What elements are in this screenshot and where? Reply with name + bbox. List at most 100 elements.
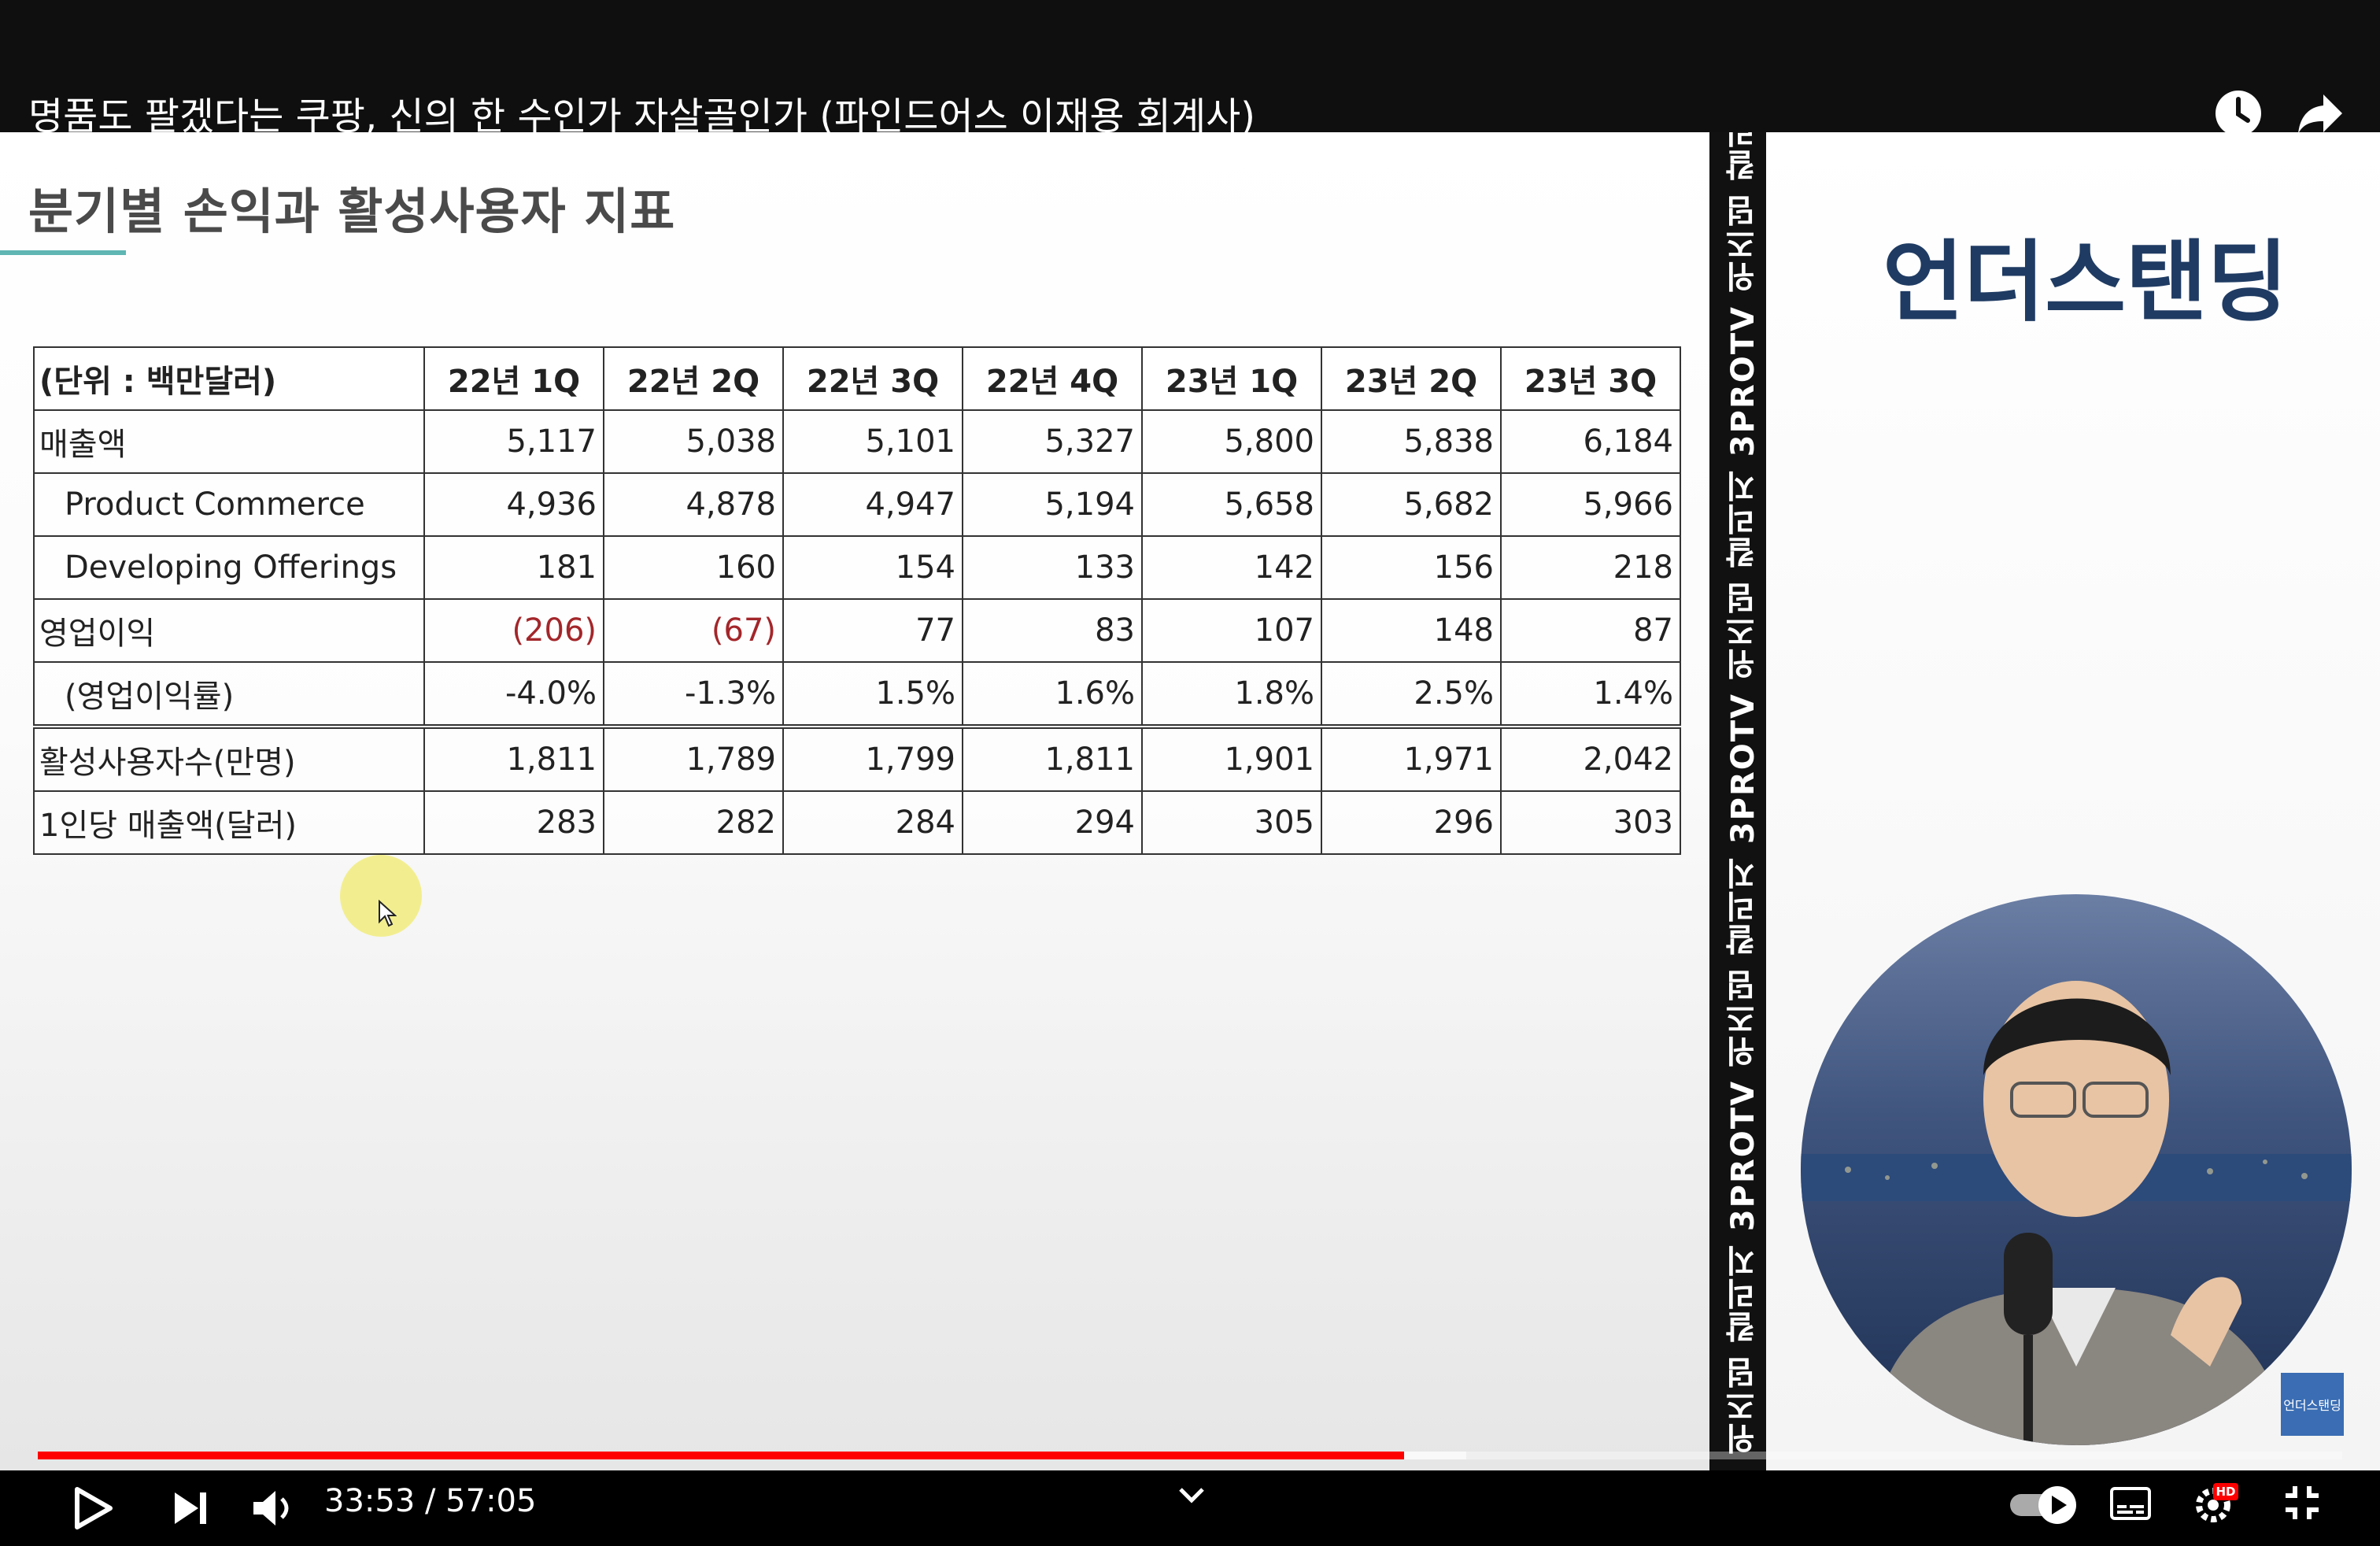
quality-badge: HD <box>2213 1483 2238 1500</box>
table-cell: -4.0% <box>423 661 604 727</box>
table-cell: 5,194 <box>962 472 1143 537</box>
table-cell: 160 <box>603 535 784 600</box>
player-controls <box>0 1470 2380 1546</box>
table-cell: 1.6% <box>962 661 1143 727</box>
captions-icon[interactable] <box>2109 1486 2152 1521</box>
table-cell-negative: (206) <box>423 598 604 663</box>
table-cell: 1,901 <box>1141 724 1322 792</box>
table-cell: 156 <box>1321 535 1502 600</box>
column-header: 22년 2Q <box>603 346 784 411</box>
table-cell: 133 <box>962 535 1143 600</box>
table-cell: 1,789 <box>603 724 784 792</box>
row-label: 활성사용자수(만명) <box>33 724 425 792</box>
table-cell: 154 <box>782 535 963 600</box>
table-cell: 5,038 <box>603 409 784 474</box>
side-watermark-strip: 위즈덤 칼리지 3PROTV 위즈덤 칼리지 3PROTV 위즈덤 칼리지 3P… <box>1709 132 1766 1470</box>
webcam-feed <box>1801 894 2352 1445</box>
table-row: 영업이익 (206) (67) 77 83 107 148 87 <box>33 598 1681 663</box>
video-title-bar: 명품도 팔겠다는 쿠팡, 신의 한 수인가 자살골인가 (파인드어스 이재용 회… <box>0 0 2380 139</box>
table-row: Product Commerce 4,936 4,878 4,947 5,194… <box>33 472 1681 537</box>
brand-logo: 언더스탠딩 <box>1883 231 2289 334</box>
row-label: (영업이익률) <box>33 661 425 727</box>
cursor-highlight <box>340 855 422 937</box>
column-header: 22년 3Q <box>782 346 963 411</box>
volume-icon[interactable] <box>250 1488 296 1529</box>
table-cell: 305 <box>1141 790 1322 855</box>
table-cell: -1.3% <box>603 661 784 727</box>
table-row: 1인당 매출액(달러) 283 282 284 294 305 296 303 <box>33 790 1681 855</box>
row-label: 1인당 매출액(달러) <box>33 790 425 855</box>
table-cell: 4,947 <box>782 472 963 537</box>
row-label: 영업이익 <box>33 598 425 663</box>
table-cell: 1,799 <box>782 724 963 792</box>
table-cell-negative: (67) <box>603 598 784 663</box>
table-cell: 83 <box>962 598 1143 663</box>
share-icon[interactable] <box>2295 88 2345 139</box>
time-display: 33:53 / 57:05 <box>324 1483 537 1519</box>
table-row: (영업이익률) -4.0% -1.3% 1.5% 1.6% 1.8% 2.5% … <box>33 661 1681 727</box>
table-cell: 6,184 <box>1500 409 1681 474</box>
exit-fullscreen-icon[interactable] <box>2282 1483 2322 1522</box>
table-cell: 1,971 <box>1321 724 1502 792</box>
table-cell: 5,101 <box>782 409 963 474</box>
unit-header: (단위 : 백만달러) <box>33 346 425 411</box>
presentation-slide: 분기별 손익과 활성사용자 지표 (단위 : 백만달러) 22년 1Q 22년 … <box>0 132 1709 1470</box>
table-cell: 218 <box>1500 535 1681 600</box>
next-icon[interactable] <box>172 1491 209 1526</box>
row-label: Product Commerce <box>33 472 425 537</box>
column-header: 23년 2Q <box>1321 346 1502 411</box>
brand-badge: 언더스탠딩 <box>2281 1373 2344 1436</box>
chevron-down-icon[interactable] <box>1177 1486 1206 1505</box>
table-cell: 284 <box>782 790 963 855</box>
table-cell: 1,811 <box>423 724 604 792</box>
table-cell: 2,042 <box>1500 724 1681 792</box>
presenter-image <box>1801 981 2352 1445</box>
table-cell: 148 <box>1321 598 1502 663</box>
progress-played <box>38 1452 1405 1459</box>
column-header: 23년 3Q <box>1500 346 1681 411</box>
table-cell: 283 <box>423 790 604 855</box>
table-cell: 303 <box>1500 790 1681 855</box>
table-cell: 77 <box>782 598 963 663</box>
autoplay-toggle[interactable] <box>2009 1483 2079 1527</box>
row-label: 매출액 <box>33 409 425 474</box>
table-cell: 1.4% <box>1500 661 1681 727</box>
table-cell: 5,327 <box>962 409 1143 474</box>
table-cell: 282 <box>603 790 784 855</box>
clock-icon[interactable] <box>2213 88 2264 139</box>
table-cell: 5,117 <box>423 409 604 474</box>
right-panel: 언더스탠딩 언더스탠딩 <box>1766 132 2380 1470</box>
table-cell: 296 <box>1321 790 1502 855</box>
financial-table: (단위 : 백만달러) 22년 1Q 22년 2Q 22년 3Q 22년 4Q … <box>33 346 1681 855</box>
column-header: 22년 4Q <box>962 346 1143 411</box>
table-header-row: (단위 : 백만달러) 22년 1Q 22년 2Q 22년 3Q 22년 4Q … <box>33 346 1681 411</box>
table-cell: 5,966 <box>1500 472 1681 537</box>
table-row: 매출액 5,117 5,038 5,101 5,327 5,800 5,838 … <box>33 409 1681 474</box>
table-cell: 142 <box>1141 535 1322 600</box>
table-cell: 181 <box>423 535 604 600</box>
table-cell: 294 <box>962 790 1143 855</box>
slide-title: 분기별 손익과 활성사용자 지표 <box>28 183 676 240</box>
play-icon[interactable] <box>74 1486 113 1530</box>
table-cell: 1.8% <box>1141 661 1322 727</box>
table-cell: 4,878 <box>603 472 784 537</box>
table-cell: 5,682 <box>1321 472 1502 537</box>
column-header: 23년 1Q <box>1141 346 1322 411</box>
table-cell: 107 <box>1141 598 1322 663</box>
table-cell: 1,811 <box>962 724 1143 792</box>
progress-bar[interactable] <box>38 1452 2342 1459</box>
table-cell: 4,936 <box>423 472 604 537</box>
table-row: 활성사용자수(만명) 1,811 1,789 1,799 1,811 1,901… <box>33 724 1681 792</box>
side-watermark-text: 위즈덤 칼리지 3PROTV 위즈덤 칼리지 3PROTV 위즈덤 칼리지 3P… <box>1725 132 1761 1455</box>
table-cell: 5,838 <box>1321 409 1502 474</box>
table-cell: 5,800 <box>1141 409 1322 474</box>
table-cell: 5,658 <box>1141 472 1322 537</box>
column-header: 22년 1Q <box>423 346 604 411</box>
video-title[interactable]: 명품도 팔겠다는 쿠팡, 신의 한 수인가 자살골인가 (파인드어스 이재용 회… <box>28 94 1255 139</box>
table-row: Developing Offerings 181 160 154 133 142… <box>33 535 1681 600</box>
mouse-pointer-icon <box>379 900 397 927</box>
table-cell: 2.5% <box>1321 661 1502 727</box>
row-label: Developing Offerings <box>33 535 425 600</box>
table-cell: 87 <box>1500 598 1681 663</box>
table-cell: 1.5% <box>782 661 963 727</box>
